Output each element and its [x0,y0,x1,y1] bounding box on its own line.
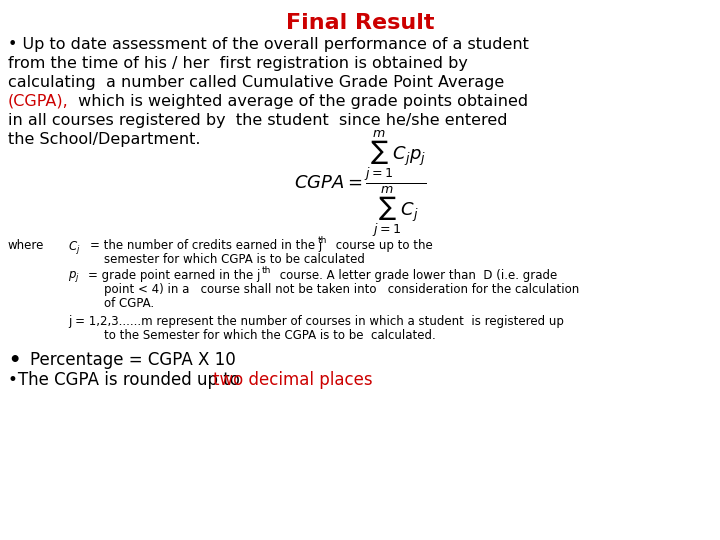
Text: course up to the: course up to the [332,239,433,252]
Text: •The CGPA is rounded up to: •The CGPA is rounded up to [8,371,245,389]
Text: •: • [8,351,20,370]
Text: j = 1,2,3......m represent the number of courses in which a student  is register: j = 1,2,3......m represent the number of… [68,315,564,328]
Text: which is weighted average of the grade points obtained: which is weighted average of the grade p… [73,94,528,109]
Text: Percentage = CGPA X 10: Percentage = CGPA X 10 [30,351,235,369]
Text: $CGPA = \dfrac{\sum_{j=1}^{m} C_j p_j}{\sum_{j=1}^{m} C_j}$: $CGPA = \dfrac{\sum_{j=1}^{m} C_j p_j}{\… [294,129,426,239]
Text: th: th [262,266,271,275]
Text: $C_j$: $C_j$ [68,239,81,256]
Text: • Up to date assessment of the overall performance of a student: • Up to date assessment of the overall p… [8,37,529,52]
Text: to the Semester for which the CGPA is to be  calculated.: to the Semester for which the CGPA is to… [104,329,436,342]
Text: the School/Department.: the School/Department. [8,132,200,147]
Text: semester for which CGPA is to be calculated: semester for which CGPA is to be calcula… [104,253,365,266]
Text: th: th [318,236,328,245]
Text: calculating  a number called Cumulative Grade Point Average: calculating a number called Cumulative G… [8,75,504,90]
Text: $p_j$: $p_j$ [68,269,80,284]
Text: = the number of credits earned in the j: = the number of credits earned in the j [90,239,323,252]
Text: point < 4) in a   course shall not be taken into   consideration for the calcula: point < 4) in a course shall not be take… [104,283,580,296]
Text: Final Result: Final Result [286,13,434,33]
Text: two decimal places: two decimal places [213,371,373,389]
Text: (CGPA),: (CGPA), [8,94,68,109]
Text: where: where [8,239,45,252]
Text: course. A letter grade lower than  D (i.e. grade: course. A letter grade lower than D (i.e… [276,269,557,282]
Text: of CGPA.: of CGPA. [104,297,154,310]
Text: in all courses registered by  the student  since he/she entered: in all courses registered by the student… [8,113,508,128]
Text: = grade point earned in the j: = grade point earned in the j [88,269,261,282]
Text: from the time of his / her  first registration is obtained by: from the time of his / her first registr… [8,56,468,71]
